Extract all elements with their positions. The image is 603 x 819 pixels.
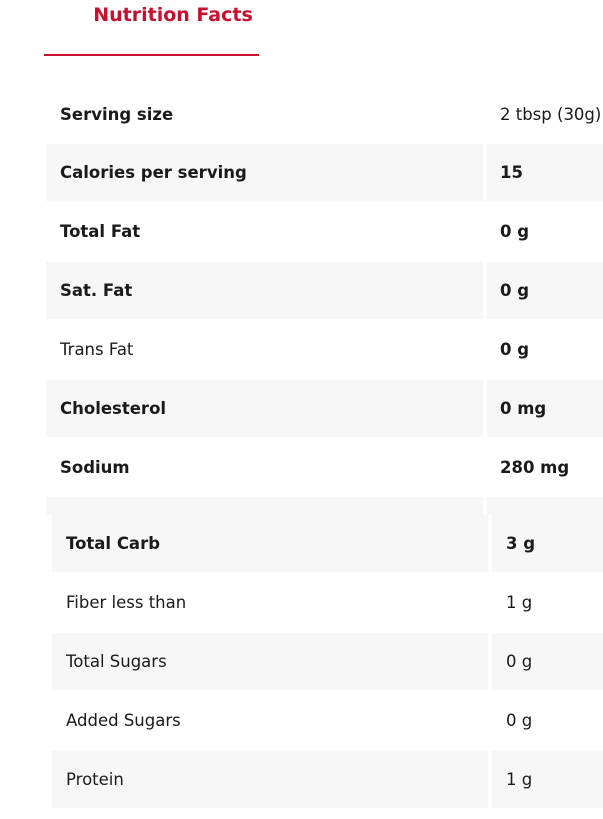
value: 0 g bbox=[500, 222, 530, 241]
value: 2 tbsp (30g) bbox=[500, 105, 602, 124]
value: 0 g bbox=[506, 711, 533, 730]
label: Serving size bbox=[60, 105, 174, 124]
row: Total Fat 0 g bbox=[46, 203, 603, 260]
value: 0 g bbox=[492, 633, 603, 690]
tab-title[interactable]: Nutrition Facts bbox=[93, 4, 253, 26]
label: Total Fat bbox=[60, 222, 141, 241]
row: Protein 1 g bbox=[52, 751, 603, 808]
label: Total Sugars bbox=[52, 633, 488, 690]
row: Trans Fat 0 g bbox=[46, 321, 603, 378]
value: 1 g bbox=[506, 593, 533, 612]
row: Serving size 2 tbsp (30g) bbox=[46, 86, 603, 143]
row: Calories per serving 15 bbox=[46, 144, 603, 201]
row: Sodium 280 mg bbox=[46, 439, 603, 496]
divider-strip bbox=[46, 497, 603, 515]
label: Total Carb bbox=[52, 515, 488, 572]
label: Trans Fat bbox=[60, 340, 134, 359]
value: 0 g bbox=[500, 340, 530, 359]
value: 280 mg bbox=[500, 458, 570, 477]
label: Cholesterol bbox=[46, 380, 483, 437]
label: Protein bbox=[52, 751, 488, 808]
value: 0 g bbox=[487, 262, 603, 319]
value: 0 mg bbox=[487, 380, 603, 437]
label: Added Sugars bbox=[66, 711, 181, 730]
label: Sodium bbox=[60, 458, 130, 477]
row: Sat. Fat 0 g bbox=[46, 262, 603, 319]
row: Cholesterol 0 mg bbox=[46, 380, 603, 437]
value: 3 g bbox=[492, 515, 603, 572]
row: Added Sugars 0 g bbox=[52, 692, 603, 749]
row: Total Sugars 0 g bbox=[52, 633, 603, 690]
label: Sat. Fat bbox=[46, 262, 483, 319]
label: Fiber less than bbox=[66, 593, 187, 612]
row: Total Carb 3 g bbox=[52, 515, 603, 572]
value: 15 bbox=[487, 144, 603, 201]
value: 1 g bbox=[492, 751, 603, 808]
tab[interactable]: Nutrition Facts bbox=[44, 0, 259, 56]
row: Fiber less than 1 g bbox=[52, 574, 603, 631]
label: Calories per serving bbox=[46, 144, 483, 201]
